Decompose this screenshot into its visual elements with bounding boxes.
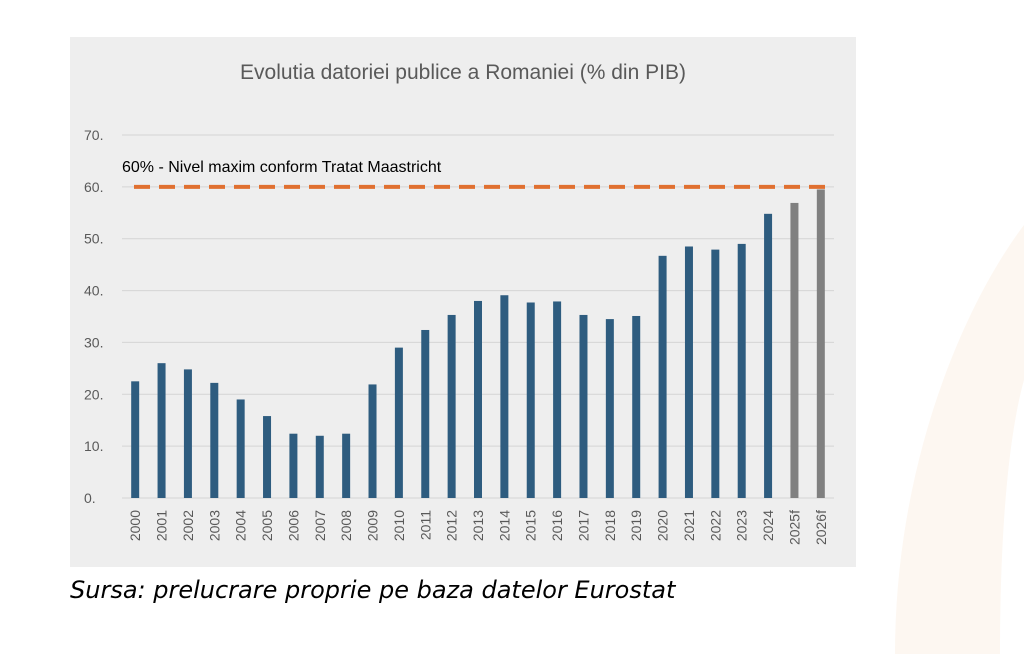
x-tick-label: 2014 xyxy=(496,510,512,541)
bar-2023 xyxy=(737,243,746,498)
y-tick-label: 10. xyxy=(84,438,103,454)
bars-layer xyxy=(131,189,825,498)
bar-2019 xyxy=(632,315,641,498)
x-tick-label: 2013 xyxy=(470,510,486,541)
bar-2004 xyxy=(236,399,245,498)
chart-title: Evolutia datoriei publice a Romaniei (% … xyxy=(240,61,686,84)
x-tick-label: 2022 xyxy=(707,510,723,541)
x-tick-label: 2025f xyxy=(786,510,802,545)
x-tick-label: 2020 xyxy=(655,510,671,541)
x-tick-label: 2012 xyxy=(444,510,460,541)
y-tick-label: 20. xyxy=(84,386,103,402)
y-tick-label: 40. xyxy=(84,283,103,299)
bar-2021 xyxy=(684,246,693,498)
source-note: Sursa: prelucrare proprie pe baza datelo… xyxy=(70,576,676,604)
y-tick-label: 50. xyxy=(84,231,103,247)
bar-2012 xyxy=(447,314,456,498)
x-tick-label: 2011 xyxy=(417,510,433,540)
x-tick-label: 2005 xyxy=(259,510,275,541)
bar-2013 xyxy=(474,300,482,498)
bar-2003 xyxy=(210,382,219,498)
bar-2016 xyxy=(553,301,562,498)
bar-2015 xyxy=(526,302,535,498)
x-tick-labels: 2000 2001 2002 2003 2004 2005 2006 2007 2008 2009… xyxy=(127,510,829,545)
bar-2020 xyxy=(658,255,667,498)
x-tick-label: 2019 xyxy=(628,510,644,541)
bar-2014 xyxy=(500,295,509,498)
bar-chart: Evolutia datoriei publice a Romaniei (% … xyxy=(84,61,834,545)
bar-2007 xyxy=(315,435,324,498)
y-tick-label: 70. xyxy=(84,127,103,143)
x-tick-label: 2023 xyxy=(734,510,750,541)
x-tick-label: 2010 xyxy=(391,510,407,541)
bar-2002 xyxy=(183,369,192,498)
x-tick-label: 2008 xyxy=(338,510,354,541)
x-tick-label: 2015 xyxy=(523,510,539,541)
x-tick-label: 2018 xyxy=(602,510,618,541)
reference-layer: 60% - Nivel maxim conform Tratat Maastri… xyxy=(122,159,832,189)
bar-2017 xyxy=(579,314,588,498)
bar-2009 xyxy=(368,384,377,498)
x-tick-label: 2017 xyxy=(575,510,591,541)
bar-2001 xyxy=(157,363,166,498)
bar-2010 xyxy=(394,347,403,498)
x-tick-label: 2006 xyxy=(285,510,301,541)
y-tick-label: 30. xyxy=(84,334,103,350)
bar-2025f xyxy=(790,202,799,498)
bar-2018 xyxy=(605,319,614,498)
bar-2000 xyxy=(131,381,140,498)
x-tick-label: 2024 xyxy=(760,510,776,541)
bar-2005 xyxy=(263,416,272,498)
bar-2011 xyxy=(421,329,430,498)
decorative-arc xyxy=(895,225,1024,654)
y-tick-label: 0. xyxy=(84,490,96,506)
bar-2008 xyxy=(342,433,351,498)
x-tick-label: 2007 xyxy=(312,510,328,541)
x-tick-label: 2001 xyxy=(154,510,170,541)
bar-2022 xyxy=(711,249,720,498)
x-tick-label: 2021 xyxy=(681,510,697,541)
chart-panel: Evolutia datoriei publice a Romaniei (% … xyxy=(70,37,856,567)
x-tick-label: 2016 xyxy=(549,510,565,541)
x-tick-label: 2003 xyxy=(206,510,222,541)
x-tick-label: 2026f xyxy=(813,510,829,545)
x-tick-label: 2000 xyxy=(127,510,143,541)
reference-line-label: 60% - Nivel maxim conform Tratat Maastri… xyxy=(122,159,442,176)
bar-2024 xyxy=(764,213,773,498)
decorative-arc-inner xyxy=(1000,380,1024,654)
y-tick-label: 60. xyxy=(84,179,103,195)
x-tick-label: 2002 xyxy=(180,510,196,541)
x-tick-label: 2009 xyxy=(365,510,381,541)
bar-2026f xyxy=(816,189,825,498)
bar-2006 xyxy=(289,433,298,498)
grid-layer: 0. 10. 20. 30. 40. 50. 60. 70. xyxy=(84,127,834,506)
x-tick-label: 2004 xyxy=(233,510,249,541)
